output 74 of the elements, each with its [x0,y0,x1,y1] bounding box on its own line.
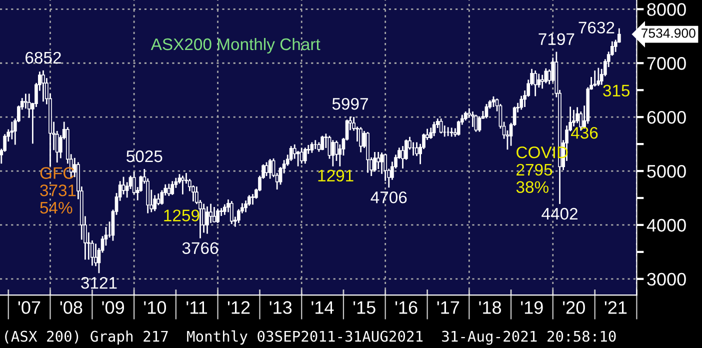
candlestick [230,201,234,224]
annotation: 6852 [26,52,61,64]
candlestick [534,70,538,96]
annotation: 1291 [318,170,354,182]
x-tick-label: '19 [521,301,543,314]
x-tick-label: '12 [228,301,250,314]
x-tick-label: '11 [186,301,208,314]
candlestick [484,104,488,118]
annotation: 7632 [578,22,614,34]
x-tick-label: '15 [353,301,376,314]
x-tick-label: '14 [312,301,334,314]
x-tick-label: '16 [395,301,418,314]
candlestick [170,181,174,195]
annotation: 4706 [370,191,407,204]
candlestick [593,70,597,86]
candlestick [537,74,541,88]
candlestick [300,148,304,164]
x-tick-label: '17 [437,301,460,314]
x-tick-label: '18 [479,301,502,314]
annotation: 3121 [81,277,117,289]
y-tick-label: 5000 [647,164,686,178]
candlestick [439,118,443,134]
annotation: 5025 [126,150,162,162]
candlestick [264,162,268,176]
x-tick-label: '13 [270,301,292,314]
candlestick [268,158,272,179]
x-tick-label: '09 [102,301,124,314]
candlestick [474,114,478,132]
annotation: 5997 [332,98,368,110]
annotation: 7197 [538,33,574,46]
candlestick [596,68,600,86]
candlestick [415,142,418,156]
candlestick [576,107,579,124]
x-tick-label: '10 [144,301,166,314]
text: ASX200 Monthly Chart [150,38,320,54]
annotation: 315 [603,84,630,97]
candlestick [359,127,362,152]
candlestick [540,74,544,89]
candlestick [94,244,98,266]
candlestick [42,70,45,102]
candlestick [156,194,160,206]
annotation: 1259 [164,210,200,222]
candlestick [27,94,31,118]
candlestick [209,204,212,223]
annotation: 4402 [542,208,578,220]
candlestick [432,122,436,136]
candlestick [206,206,209,234]
y-tick-label: 4000 [646,218,686,232]
y-tick-label: 6000 [647,111,686,124]
candlestick [212,207,216,222]
candlestick [216,208,220,223]
x-tick-label: '08 [60,301,82,314]
candlestick [492,96,496,107]
candlestick [331,140,335,166]
y-tick-label: 8000 [647,3,686,16]
candlestick [296,150,300,166]
x-tick-label: '21 [604,301,627,314]
candlestick [303,148,307,164]
annotation: 3766 [182,242,218,254]
y-tick-label: 3000 [647,272,686,286]
y-tick-label: 7000 [647,57,686,70]
candlestick [376,152,380,170]
candlestick [181,176,184,194]
candlestick [380,152,384,174]
x-tick-label: '07 [18,301,40,314]
candlestick [122,176,126,194]
annotation: 7534.900 [642,28,696,38]
annotation: 436 [570,126,598,139]
candlestick [167,184,171,196]
candlestick [320,136,324,150]
x-tick-label: '20 [563,301,585,314]
candlestick [310,142,314,153]
candlestick [373,152,376,172]
text: (ASX 200) Graph 217 Monthly 03SEP2011-31AUG2021 31-Aug-2021 20:58:10 [5,330,616,345]
